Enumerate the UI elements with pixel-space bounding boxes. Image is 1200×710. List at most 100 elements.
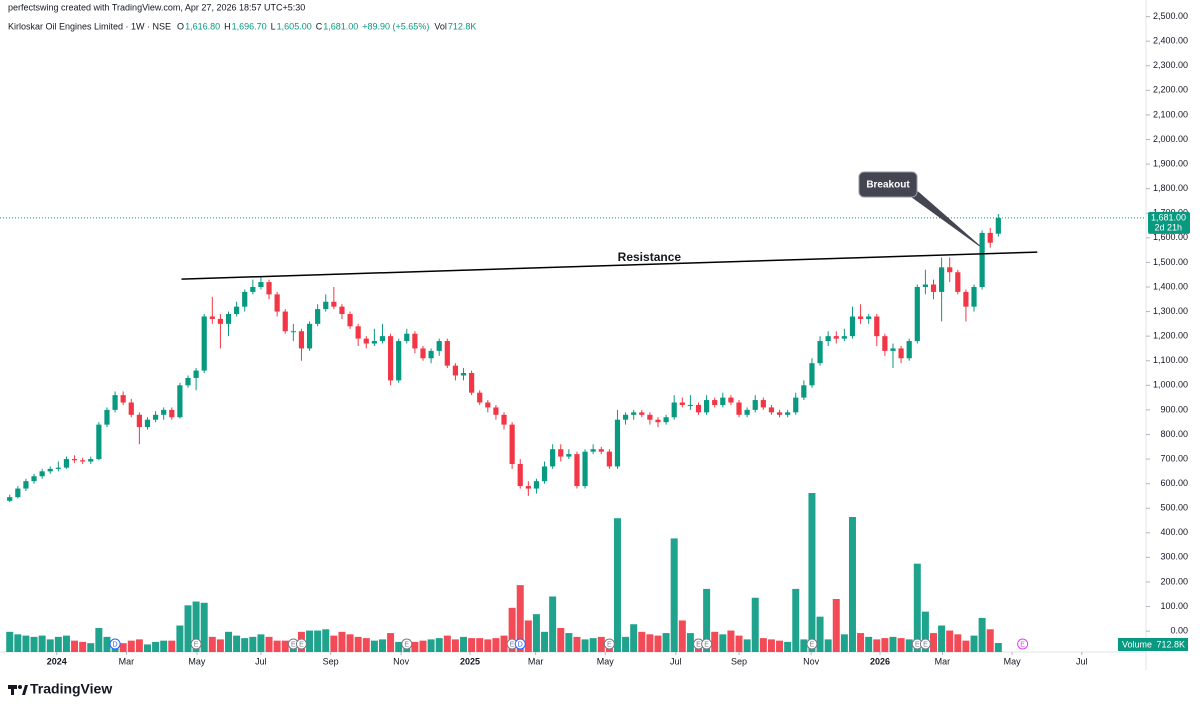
volume-bar — [784, 641, 792, 652]
volume-bar — [468, 638, 476, 652]
volume-bar — [338, 631, 346, 652]
y-tick-label: 2,300.00 — [1153, 60, 1188, 70]
volume-bar — [848, 516, 856, 652]
candle-body — [622, 414, 629, 420]
candle-body — [217, 318, 224, 324]
volume-bar — [978, 617, 986, 652]
legend-text: 1,605.00 — [277, 21, 312, 31]
x-tick-label: Jul — [1076, 656, 1088, 666]
volume-tag-title: Volume — [1122, 639, 1152, 649]
volume-bar — [87, 643, 95, 652]
candle-body — [169, 409, 175, 418]
volume-bar — [411, 641, 419, 652]
volume-bar — [808, 493, 816, 652]
volume-bar — [986, 629, 994, 652]
volume-bar — [419, 640, 427, 652]
candle-body — [679, 402, 685, 405]
volume-bar — [776, 640, 784, 652]
volume-bar — [79, 641, 87, 652]
volume-bar — [532, 614, 540, 652]
candle-body — [104, 409, 110, 425]
candle-body — [882, 336, 888, 351]
volume-bar — [857, 633, 865, 652]
candle-body — [849, 316, 856, 337]
volume-bar — [516, 585, 524, 652]
candle-body — [47, 468, 53, 472]
volume-bar — [281, 640, 289, 652]
candle-body — [533, 481, 540, 489]
volume-bar — [500, 635, 508, 652]
candle-body — [768, 407, 775, 413]
candle-body — [412, 333, 418, 349]
event-label: E — [299, 641, 304, 648]
x-tick-label: May — [188, 656, 206, 666]
candle-body — [152, 414, 159, 420]
x-tick-label: Sep — [323, 656, 339, 666]
y-tick-label: 1,600.00 — [1153, 232, 1188, 242]
candle-body — [266, 282, 272, 295]
candle-body — [250, 286, 256, 292]
volume-bar — [460, 636, 468, 652]
volume-bar — [597, 636, 605, 652]
volume-bar — [152, 641, 160, 652]
candle-body — [590, 449, 596, 452]
volume-bar — [143, 644, 151, 652]
candle-body — [898, 348, 904, 359]
volume-bar — [168, 640, 176, 652]
x-tick-label: May — [1004, 656, 1022, 666]
resistance-line — [181, 251, 1038, 280]
candle-body — [177, 385, 183, 418]
candle-body — [550, 449, 556, 467]
candle-body — [298, 331, 305, 349]
volume-bar — [670, 538, 678, 652]
x-tick-label: Jul — [255, 656, 267, 666]
volume-bar — [930, 633, 938, 652]
candle-body — [485, 402, 491, 408]
event-marker — [806, 638, 818, 650]
candle-body — [906, 341, 912, 359]
event-label: E — [810, 641, 815, 648]
volume-bar — [703, 588, 711, 652]
candle-body — [614, 419, 621, 467]
candle-body — [825, 336, 831, 342]
candle-body — [347, 314, 353, 327]
event-marker — [295, 638, 307, 650]
candle-body — [655, 419, 661, 423]
event-label: E — [923, 641, 928, 648]
candle-body — [501, 414, 507, 425]
event-marker — [514, 638, 526, 650]
candle-body — [574, 454, 580, 487]
volume-bar — [370, 640, 378, 652]
candle-body — [606, 451, 612, 467]
volume-bar — [257, 634, 265, 652]
volume-bar — [800, 639, 808, 652]
volume-bar — [743, 639, 751, 652]
candle-body — [671, 402, 677, 418]
volume-bar — [225, 631, 233, 652]
volume-bar — [889, 636, 897, 652]
volume-bar — [362, 638, 370, 652]
y-tick-label: 900.00 — [1160, 404, 1188, 414]
candle-body — [71, 459, 78, 461]
candle-body — [995, 217, 1001, 234]
candle-body — [809, 363, 815, 386]
volume-bar — [208, 636, 216, 652]
volume-bar — [792, 588, 800, 652]
candle-body — [112, 395, 118, 410]
volume-bar — [249, 636, 257, 652]
candle-body — [201, 316, 207, 371]
candle-body — [282, 311, 288, 332]
candle-body — [452, 365, 459, 376]
y-tick-label: 500.00 — [1160, 503, 1188, 513]
volume-bar — [216, 639, 224, 652]
volume-bar — [905, 639, 913, 652]
candle-body — [939, 267, 945, 292]
y-tick-label: 100.00 — [1160, 601, 1188, 611]
candle-body — [136, 414, 142, 428]
volume-bar — [38, 635, 46, 652]
legend-text: 1,681.00 — [323, 21, 358, 31]
volume-bar — [346, 634, 354, 652]
candle-body — [695, 404, 702, 413]
candle-body — [704, 400, 710, 413]
volume-bar — [921, 611, 929, 652]
